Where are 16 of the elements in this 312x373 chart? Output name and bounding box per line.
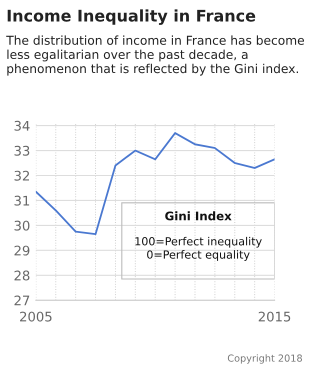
chart-subtitle: The distribution of income in France has become less egalitarian over the past decade, a phenomenon that is reflected by the Gini index. (6, 35, 304, 76)
line-series (36, 132, 275, 236)
text: Copyright 2018 (228, 354, 302, 364)
y-tick-label: 31 (14, 196, 30, 206)
y-tick-label: 33 (14, 146, 30, 156)
annotation: 100=Perfect inequality 0=Perfect equality (135, 236, 262, 261)
y-tick-label: 32 (14, 170, 30, 181)
y-tick-label: 28 (14, 270, 30, 281)
x-tick-label: 2005 (20, 312, 52, 322)
annotation: Gini Index (165, 211, 232, 220)
x-tick-label: 2015 (258, 312, 290, 322)
y-tick-label: 30 (14, 220, 30, 231)
y-tick-label: 27 (14, 295, 30, 306)
y-tick-label: 29 (14, 246, 30, 256)
chart-title: Income Inequality in France (8, 9, 256, 25)
y-tick-label: 34 (14, 120, 30, 131)
